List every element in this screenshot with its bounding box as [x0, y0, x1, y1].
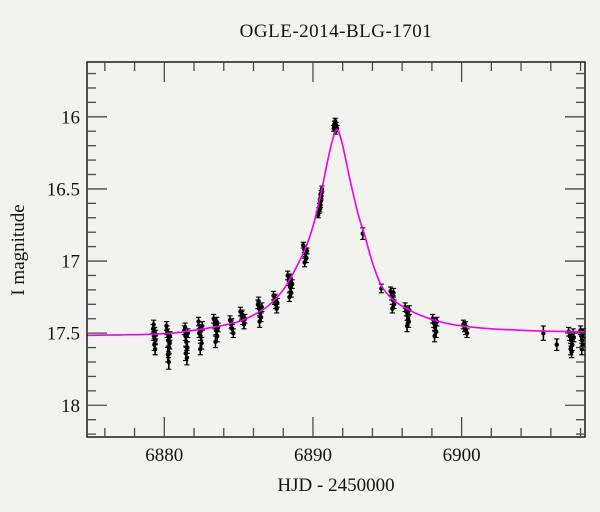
data-point [239, 309, 245, 320]
data-points [150, 117, 586, 370]
y-tick-label: 16.5 [47, 179, 80, 200]
y-tick-label: 16 [61, 107, 80, 128]
x-tick-label: 6890 [294, 445, 332, 466]
data-point [230, 328, 236, 339]
data-point [540, 325, 546, 341]
plot-frame [86, 61, 586, 438]
x-axis-label: HJD - 2450000 [277, 475, 395, 496]
data-point [212, 335, 219, 349]
x-tick-label: 6880 [145, 445, 183, 466]
y-axis-ticks [87, 72, 585, 435]
x-axis-ticks [104, 62, 582, 437]
data-point [165, 345, 172, 359]
data-point [255, 296, 262, 307]
model-curve [86, 128, 586, 337]
data-point [286, 292, 293, 302]
y-tick-label: 18 [61, 396, 80, 417]
tick-labels: 6880 6890 6900 16 16.5 17 17.5 18 [47, 107, 481, 466]
data-point [405, 313, 411, 324]
chart-title: OGLE-2014-BLG-1701 [239, 21, 433, 42]
data-point [431, 329, 438, 343]
data-point [317, 205, 323, 213]
data-point [569, 345, 575, 359]
data-point [197, 342, 203, 356]
data-point [332, 123, 338, 131]
x-tick-label: 6900 [443, 445, 481, 466]
data-point [256, 315, 263, 328]
data-point [554, 338, 560, 352]
y-tick-label: 17 [61, 252, 80, 273]
data-point [389, 303, 395, 314]
data-point [302, 257, 308, 268]
y-tick-label: 17.5 [47, 324, 80, 345]
data-point [184, 349, 190, 366]
data-point [167, 336, 173, 350]
data-point [390, 287, 397, 298]
data-point [152, 342, 158, 356]
data-point [150, 319, 157, 330]
